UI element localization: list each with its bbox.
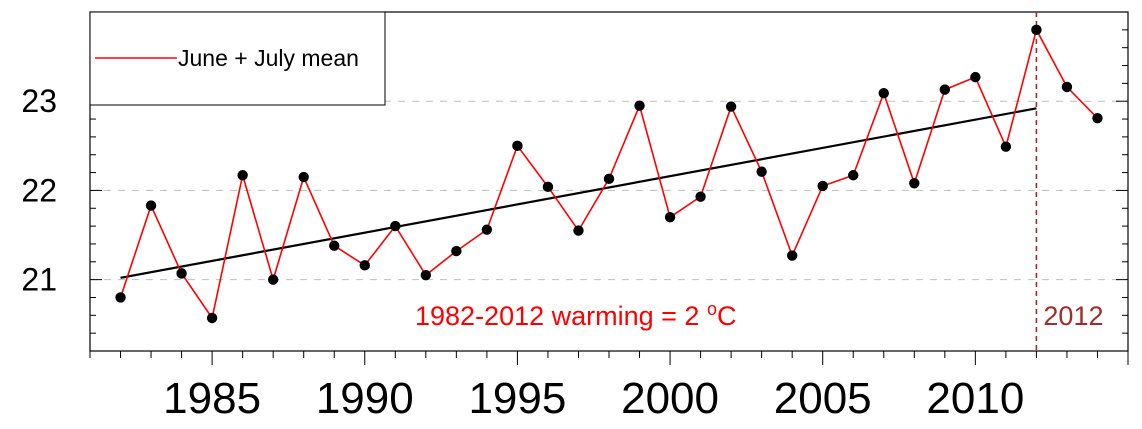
trend-line — [121, 108, 1037, 278]
data-point — [543, 182, 553, 192]
data-point — [390, 221, 400, 231]
data-point — [848, 170, 858, 180]
x-tick-label: 1985 — [163, 374, 261, 423]
data-point — [909, 178, 919, 188]
trend-layer — [121, 108, 1037, 278]
x-tick-label: 2010 — [926, 374, 1024, 423]
legend-label: June + July mean — [178, 45, 359, 71]
data-point — [115, 292, 125, 302]
y-tick-label: 22 — [21, 172, 57, 208]
data-point — [360, 260, 370, 270]
data-point — [268, 274, 278, 284]
x-tick-labels: 1985 1990 1995 2000 2005 2010 — [163, 374, 1024, 423]
reference-line-label: 2012 — [1043, 301, 1103, 331]
data-point — [176, 268, 186, 278]
x-tick-label: 1995 — [468, 374, 566, 423]
data-point — [818, 181, 828, 191]
data-point — [970, 72, 980, 82]
data-point — [1001, 142, 1011, 152]
data-point — [787, 250, 797, 260]
legend: June + July mean — [90, 12, 385, 105]
data-point — [512, 141, 522, 151]
data-point — [604, 174, 614, 184]
x-tick-label: 2005 — [774, 374, 872, 423]
y-tick-labels: 21 22 23 — [21, 83, 57, 297]
y-tick-label: 23 — [21, 83, 57, 119]
reference-line-layer: 2012 — [1036, 12, 1103, 351]
data-point — [299, 172, 309, 182]
data-point — [726, 101, 736, 111]
data-point — [756, 166, 766, 176]
grid — [90, 101, 1128, 279]
data-point — [573, 225, 583, 235]
warming-annotation: 1982-2012 warming = 2 oC — [415, 299, 736, 331]
data-point — [451, 246, 461, 256]
data-point — [665, 212, 675, 222]
data-point — [421, 270, 431, 280]
data-point — [1062, 82, 1072, 92]
data-point — [1031, 25, 1041, 35]
data-point — [237, 170, 247, 180]
y-tick-label: 21 — [21, 262, 57, 298]
warming-annotation-text: 1982-2012 warming = 2 — [415, 301, 707, 331]
x-tick-label: 1990 — [316, 374, 414, 423]
data-point — [940, 84, 950, 94]
data-point — [695, 191, 705, 201]
data-point — [879, 88, 889, 98]
x-tick-label: 2000 — [621, 374, 719, 423]
warming-annotation-unit: C — [717, 301, 737, 331]
data-point — [634, 100, 644, 110]
data-point — [1092, 113, 1102, 123]
data-point — [207, 313, 217, 323]
data-point — [482, 224, 492, 234]
warming-annotation-degree: o — [707, 299, 717, 319]
data-point — [146, 200, 156, 210]
data-point — [329, 241, 339, 251]
